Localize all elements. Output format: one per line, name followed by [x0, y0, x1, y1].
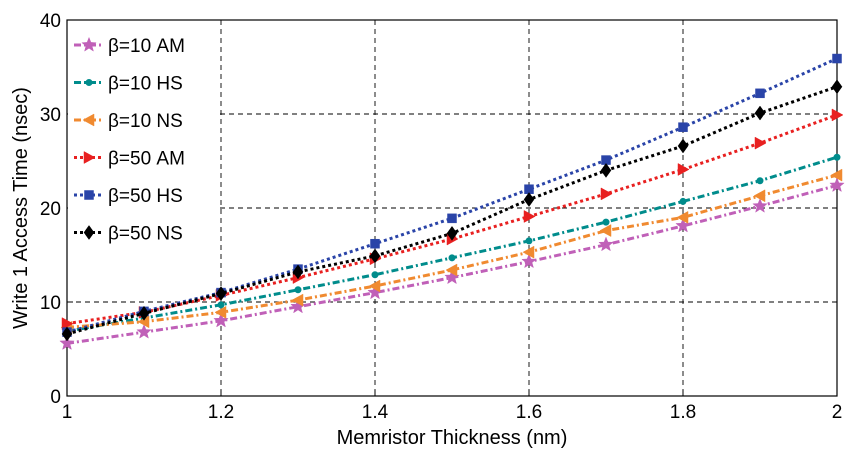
- x-tick-label: 1.6: [516, 402, 542, 423]
- data-point: [676, 210, 689, 224]
- data-point: [677, 138, 689, 154]
- data-point: [830, 168, 843, 182]
- data-point: [294, 286, 302, 294]
- data-point: [444, 269, 460, 285]
- legend-item: β=50 HS: [74, 186, 183, 207]
- series-5: [61, 79, 843, 342]
- legend-marker: [84, 190, 94, 200]
- data-point: [600, 162, 612, 178]
- data-point: [600, 187, 613, 201]
- data-point: [367, 284, 383, 300]
- data-point: [598, 236, 614, 252]
- legend-item: β=50 AM: [74, 149, 185, 170]
- y-axis-title: Write 1 Access Time (nsec): [10, 87, 32, 329]
- y-tick-label: 0: [50, 387, 61, 408]
- x-tick-label: 1.4: [362, 402, 389, 423]
- data-point: [756, 177, 764, 185]
- legend-label: β=50 AM: [108, 149, 185, 170]
- data-point: [677, 163, 690, 176]
- legend-marker: [81, 36, 97, 52]
- data-point: [522, 245, 535, 259]
- legend-label: β=50 NS: [108, 224, 183, 245]
- data-point: [136, 323, 152, 339]
- data-point: [213, 312, 229, 328]
- data-point: [832, 53, 842, 64]
- legend-marker: [85, 79, 93, 86]
- data-point: [447, 213, 457, 224]
- data-point: [448, 254, 456, 262]
- data-point: [755, 88, 765, 99]
- data-point: [525, 237, 533, 245]
- series-0: [59, 177, 845, 350]
- legend-item: β=10 AM: [74, 36, 185, 57]
- data-point: [370, 238, 380, 249]
- legend-marker: [83, 225, 95, 240]
- legend-item: β=50 NS: [74, 224, 183, 245]
- data-point: [523, 210, 536, 223]
- x-tick-label: 1.8: [670, 402, 696, 423]
- legend-item: β=10 HS: [74, 74, 183, 95]
- x-tick-label: 1: [62, 402, 73, 423]
- data-point: [833, 153, 841, 161]
- x-axis-title: Memristor Thickness (nm): [337, 427, 568, 449]
- x-tick-label: 2: [832, 402, 843, 423]
- data-point: [523, 192, 535, 207]
- data-point: [292, 264, 304, 280]
- data-point: [61, 317, 74, 331]
- data-point: [754, 105, 766, 121]
- data-point: [599, 224, 612, 237]
- y-tick-label: 10: [40, 293, 61, 314]
- data-point: [831, 79, 843, 95]
- data-point: [521, 253, 537, 269]
- x-tick-label: 1.2: [208, 402, 234, 423]
- data-point: [368, 279, 381, 293]
- data-point: [754, 136, 767, 150]
- data-point: [59, 335, 75, 350]
- legend-box: [68, 21, 218, 246]
- data-point: [138, 305, 150, 321]
- data-point: [291, 293, 304, 307]
- legend: β=10 AM β=10 HS β=10 NS β=50 AM β=50 HS β=50 …: [68, 21, 218, 246]
- legend-item: β=10 NS: [74, 111, 183, 132]
- y-tick-label: 40: [40, 11, 61, 32]
- data-point: [217, 301, 225, 309]
- series-group: [59, 53, 845, 350]
- y-tick-label: 20: [40, 199, 61, 220]
- data-point: [61, 326, 73, 342]
- legend-marker: [83, 151, 96, 164]
- data-point: [829, 177, 845, 193]
- data-point: [214, 305, 227, 319]
- data-point: [215, 286, 227, 301]
- series-2: [60, 168, 843, 334]
- data-point: [678, 122, 688, 132]
- data-point: [602, 218, 610, 226]
- legend-label: β=50 HS: [108, 186, 183, 207]
- data-point: [753, 189, 766, 203]
- legend-label: β=10 AM: [108, 36, 185, 57]
- data-point: [446, 225, 458, 241]
- data-point: [675, 217, 691, 233]
- data-point: [369, 248, 381, 264]
- data-point: [445, 263, 458, 277]
- data-point: [831, 108, 844, 122]
- data-point: [679, 197, 687, 205]
- data-point: [290, 298, 306, 314]
- y-tick-label: 30: [40, 105, 61, 126]
- legend-label: β=10 NS: [108, 111, 183, 132]
- legend-marker: [82, 113, 95, 127]
- data-point: [371, 271, 379, 279]
- data-point: [752, 197, 768, 213]
- legend-label: β=10 HS: [108, 74, 183, 95]
- series-line: [66, 113, 838, 326]
